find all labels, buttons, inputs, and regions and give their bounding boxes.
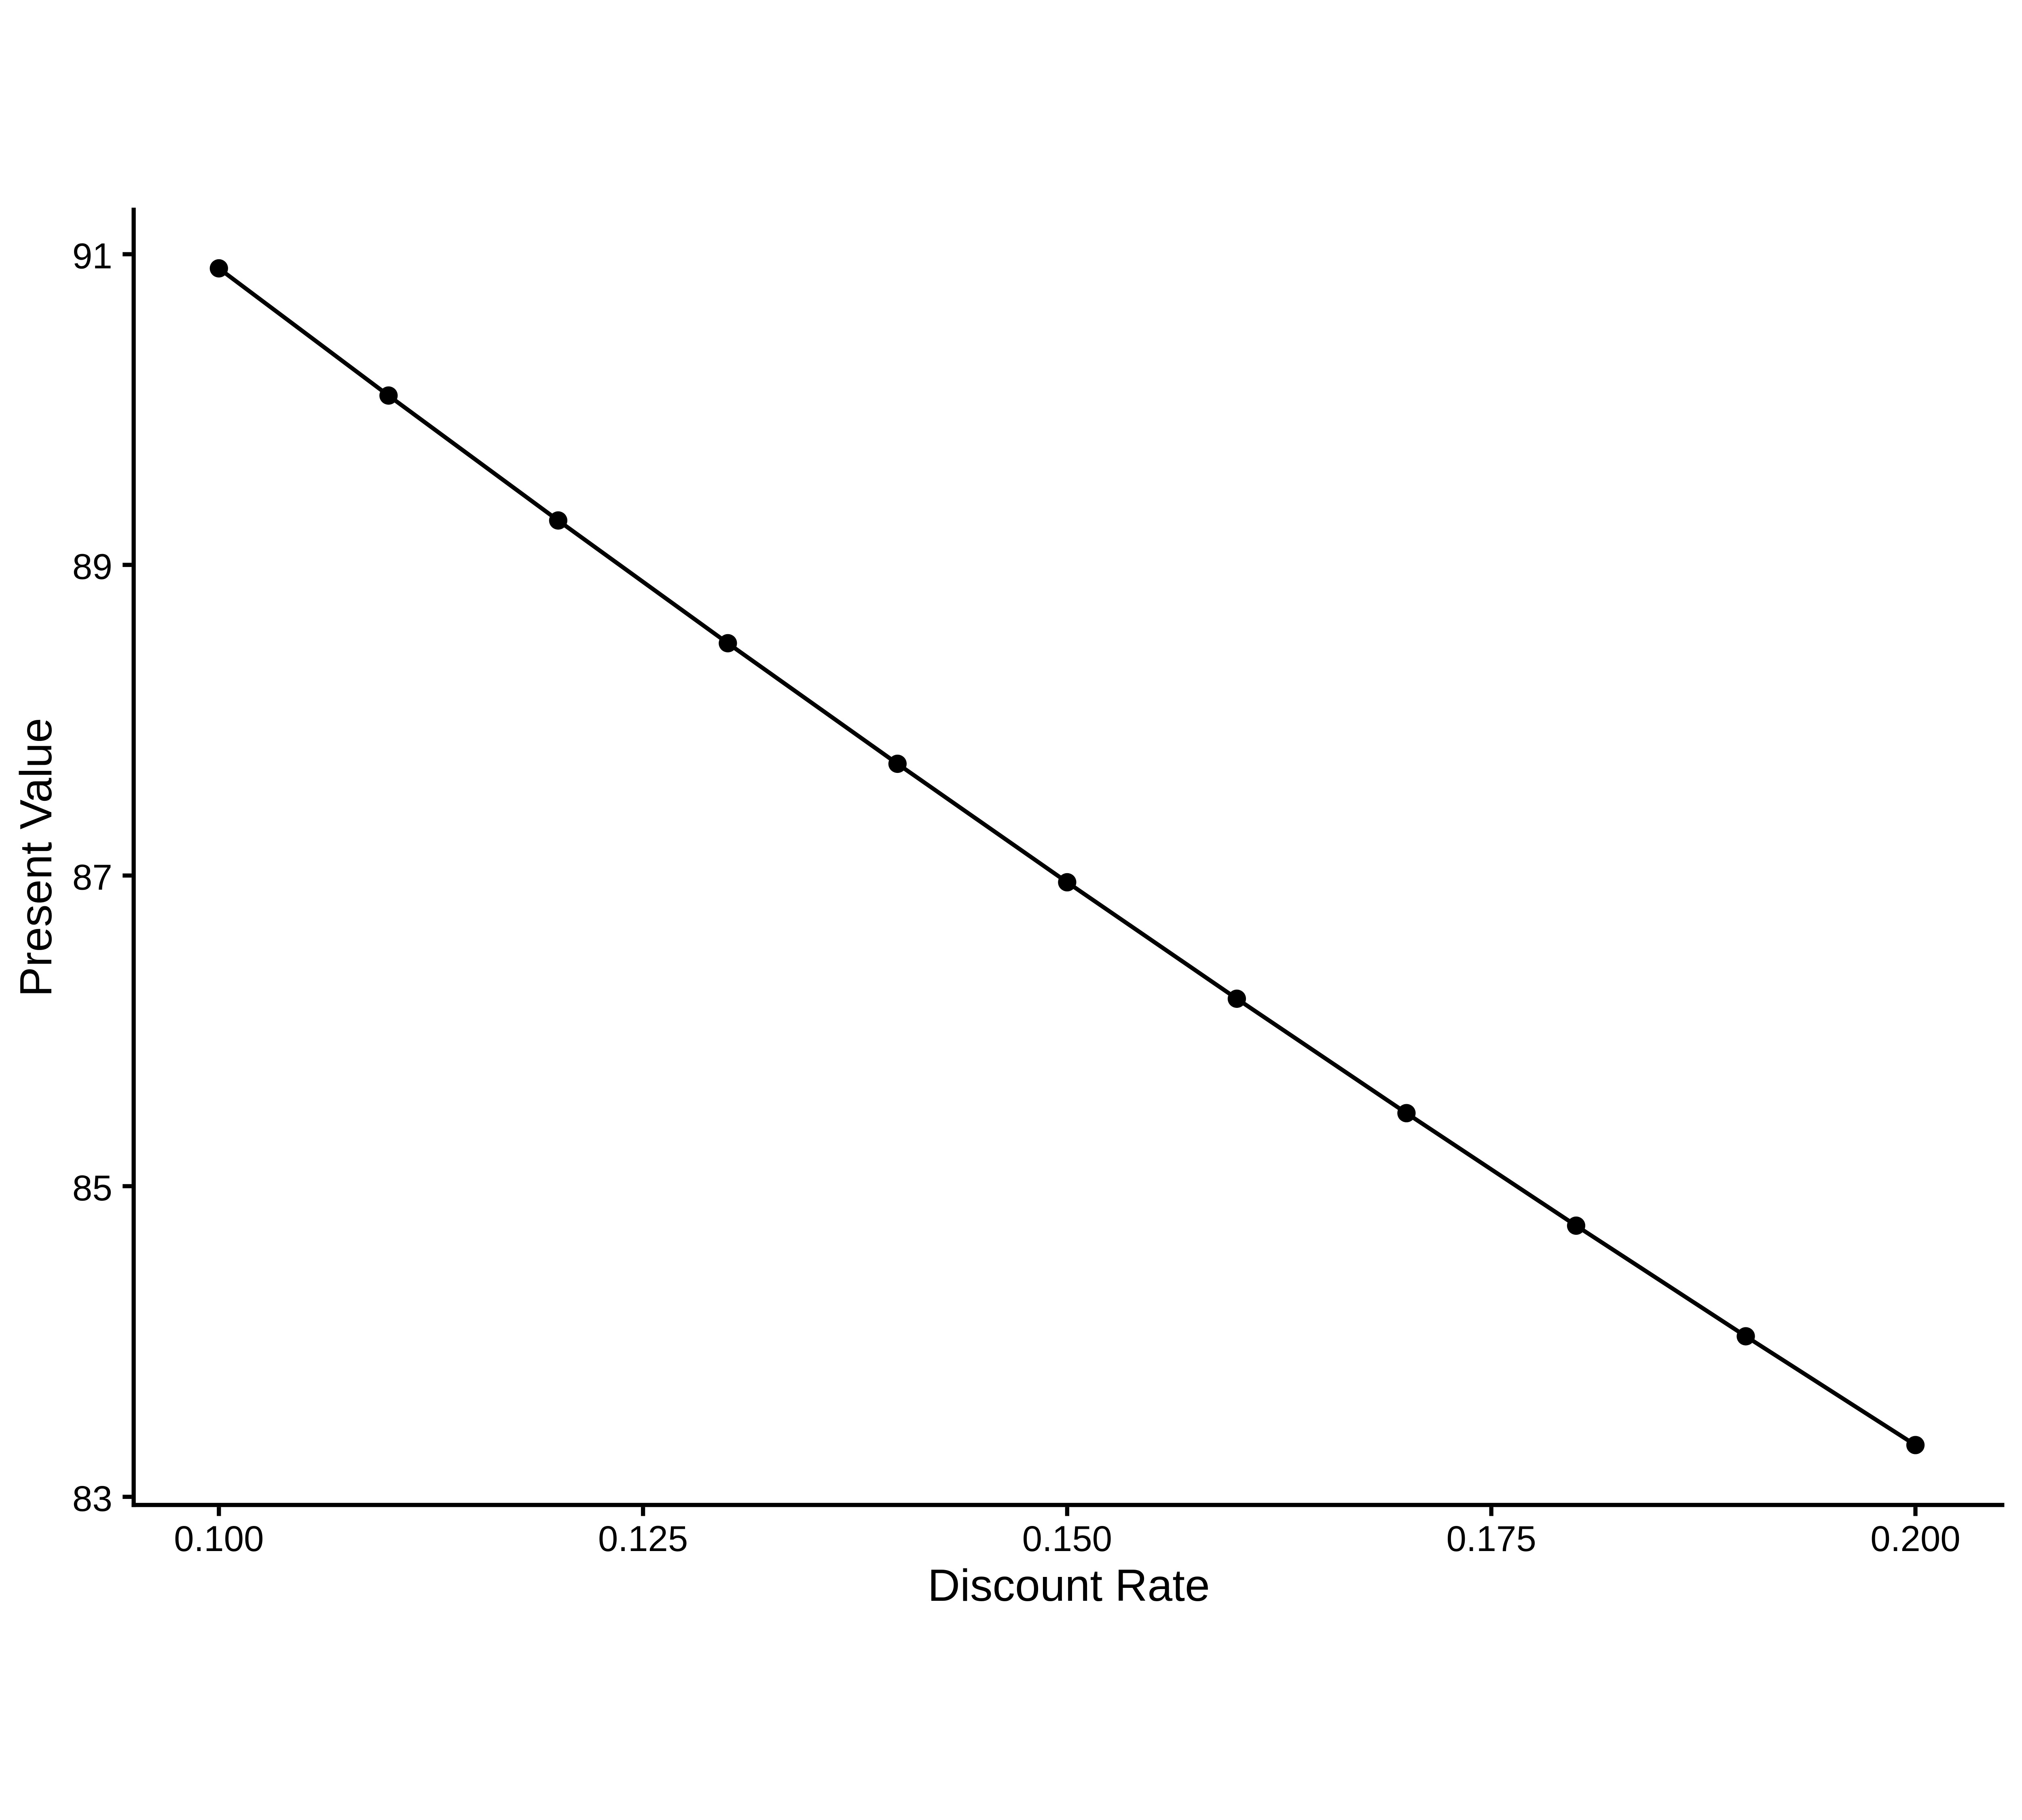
x-axis-ticks bbox=[217, 1507, 1918, 1516]
data-point-marker bbox=[209, 259, 228, 278]
data-points bbox=[209, 259, 1925, 1454]
y-tick-label: 85 bbox=[72, 1168, 112, 1208]
y-axis-title: Present Value bbox=[11, 718, 61, 997]
x-axis-tick-labels: 0.100 0.125 0.150 0.175 0.200 bbox=[174, 1519, 1961, 1559]
x-axis-title: Discount Rate bbox=[928, 1560, 1210, 1610]
y-tick-label: 91 bbox=[72, 236, 112, 276]
plot-background bbox=[0, 188, 2022, 1632]
data-point-marker bbox=[1567, 1216, 1586, 1235]
x-tick-label: 0.100 bbox=[174, 1519, 264, 1559]
data-point-marker bbox=[1397, 1104, 1416, 1122]
data-point-marker bbox=[1906, 1436, 1925, 1454]
data-point-marker bbox=[888, 754, 907, 773]
x-tick-label: 0.125 bbox=[598, 1519, 688, 1559]
data-point-marker bbox=[1227, 989, 1246, 1008]
data-point-marker bbox=[1058, 873, 1077, 892]
x-tick-label: 0.150 bbox=[1022, 1519, 1112, 1559]
y-axis-tick-labels: 91 89 87 85 83 bbox=[72, 236, 112, 1518]
y-axis-ticks bbox=[123, 252, 132, 1499]
data-point-marker bbox=[1736, 1327, 1755, 1346]
y-tick-label: 83 bbox=[72, 1479, 112, 1519]
y-tick-label: 87 bbox=[72, 857, 112, 897]
data-point-marker bbox=[379, 386, 398, 405]
data-point-marker bbox=[549, 511, 567, 530]
y-tick-label: 89 bbox=[72, 547, 112, 587]
x-tick-label: 0.175 bbox=[1446, 1519, 1536, 1559]
x-tick-label: 0.200 bbox=[1870, 1519, 1960, 1559]
data-point-marker bbox=[719, 634, 737, 653]
